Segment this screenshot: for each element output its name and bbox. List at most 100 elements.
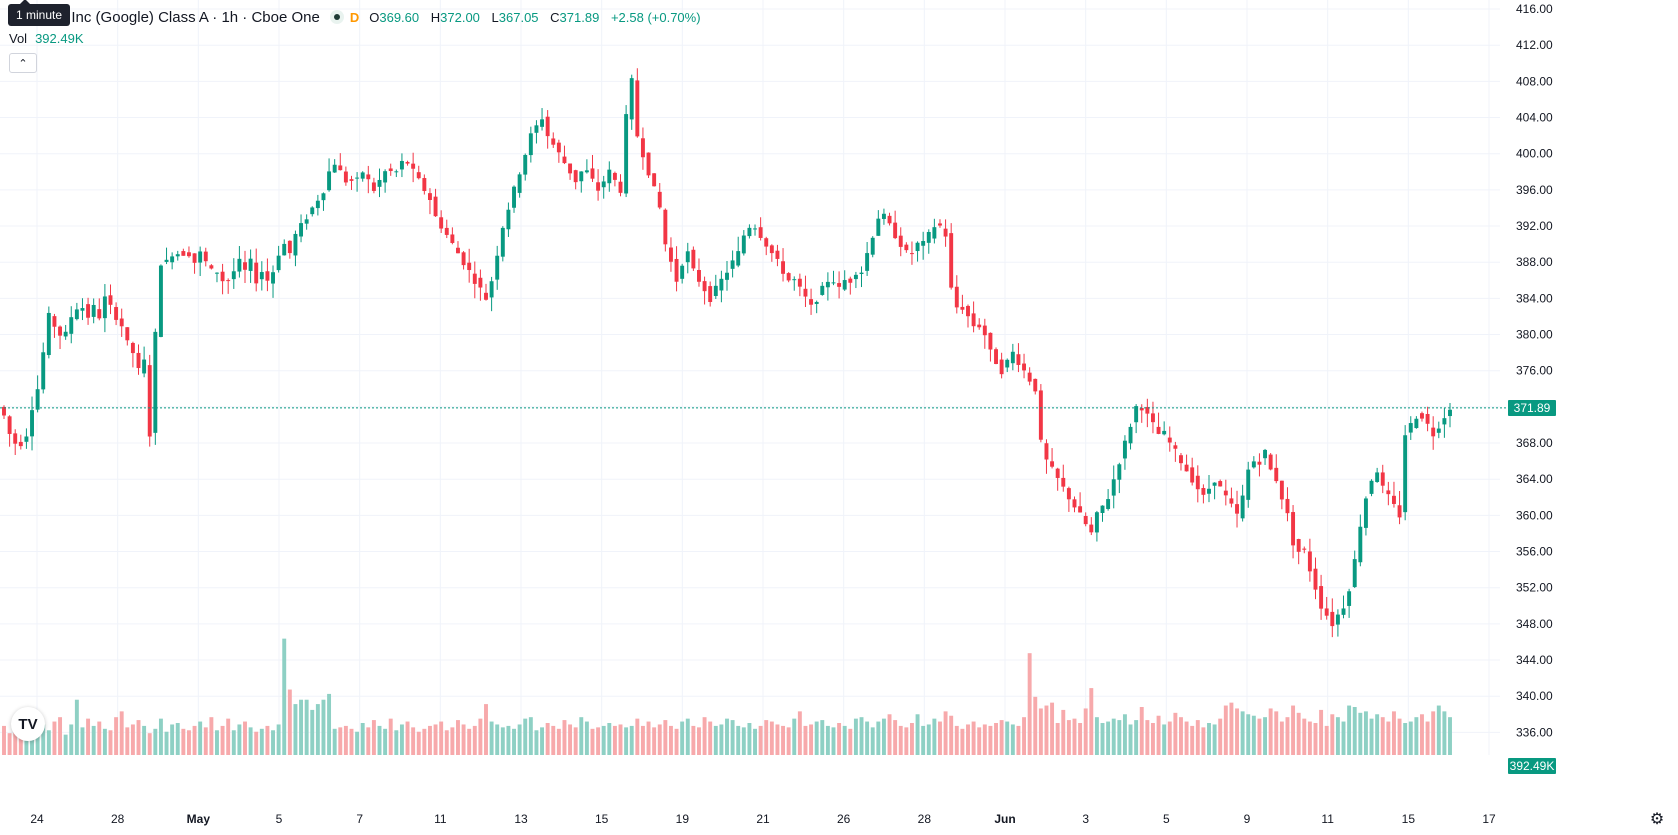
volume-bar xyxy=(119,711,124,755)
low-key: L xyxy=(491,9,499,25)
candle-body xyxy=(966,305,970,317)
candle-body xyxy=(91,304,96,317)
volume-bar xyxy=(657,724,662,755)
volume-bar xyxy=(35,728,40,755)
volume-bar xyxy=(668,725,673,755)
candle-body xyxy=(1420,413,1424,419)
candle-body xyxy=(181,251,186,256)
candle-body xyxy=(988,332,993,350)
volume-bar xyxy=(590,728,595,755)
candle-body xyxy=(1156,426,1161,434)
volume-bar xyxy=(646,721,651,755)
time-tick-label: 19 xyxy=(676,812,690,826)
collapse-legend-button[interactable]: ⌃ xyxy=(9,53,37,73)
candle-body xyxy=(500,227,505,257)
volume-bar xyxy=(820,720,825,755)
volume-bar xyxy=(540,727,545,755)
candle-body xyxy=(1414,418,1419,429)
volume-bar xyxy=(842,725,847,755)
volume-bar xyxy=(478,718,483,755)
volume-bar xyxy=(601,725,606,755)
volume-bar xyxy=(52,721,57,755)
candle-body xyxy=(24,436,29,442)
candle-body xyxy=(2,406,6,416)
volume-bar xyxy=(1246,714,1251,755)
volume-bar xyxy=(215,730,219,755)
volume-bar xyxy=(158,718,163,755)
volume-bar xyxy=(276,724,281,755)
volume-bar xyxy=(439,721,444,755)
volume-bar xyxy=(713,725,718,755)
volume-bar xyxy=(1027,653,1032,755)
candle-body xyxy=(1038,390,1043,440)
volume-bar xyxy=(411,727,416,755)
volume-bar xyxy=(422,728,427,755)
candle-body xyxy=(870,237,875,255)
volume-bar xyxy=(943,711,948,755)
volume-bar xyxy=(1391,711,1396,755)
candle-body xyxy=(691,249,696,269)
volume-bar xyxy=(304,699,309,755)
candle-body xyxy=(259,272,264,280)
volume-bar xyxy=(999,720,1004,755)
candle-body xyxy=(640,138,645,158)
volume-bar xyxy=(517,724,522,755)
volume-bar xyxy=(607,723,612,755)
candle-body xyxy=(327,171,332,191)
candle-body xyxy=(271,272,275,284)
volume-bar xyxy=(1117,720,1122,755)
volume-bar xyxy=(584,721,589,755)
volume-bar xyxy=(198,721,203,755)
candle-body xyxy=(484,292,488,300)
volume-bar xyxy=(730,720,735,755)
volume-bar xyxy=(1089,688,1094,755)
volume-bar xyxy=(635,718,640,755)
volume-bar xyxy=(231,730,236,755)
volume-bar xyxy=(949,715,954,755)
price-tick-label: 380.00 xyxy=(1516,328,1553,342)
volume-bar xyxy=(1190,725,1195,755)
volume-bar xyxy=(1274,711,1279,755)
symbol-title[interactable]: Alphabet Inc (Google) Class A · 1h · Cbo… xyxy=(8,8,320,26)
symbol-legend: Alphabet Inc (Google) Class A · 1h · Cbo… xyxy=(8,6,701,28)
volume-bar xyxy=(332,728,337,755)
candle-body xyxy=(865,253,870,271)
data-flag-badge[interactable]: D xyxy=(349,9,360,25)
candle-body xyxy=(938,223,942,226)
volume-bar xyxy=(1072,718,1077,755)
candle-body xyxy=(125,327,130,341)
candle-body xyxy=(1117,464,1122,480)
candle-body xyxy=(478,277,483,288)
volume-bar xyxy=(926,724,931,755)
volume-bar xyxy=(652,727,657,755)
candle-body xyxy=(1122,440,1127,459)
last-volume-label: 392.49K xyxy=(1508,758,1556,774)
volume-bar xyxy=(534,730,539,755)
price-tick-label: 392.00 xyxy=(1516,219,1553,233)
volume-bar xyxy=(1341,721,1346,755)
volume-bar xyxy=(69,724,74,755)
candle-body xyxy=(349,179,354,181)
volume-label[interactable]: Vol xyxy=(9,31,28,46)
candle-body xyxy=(1313,568,1318,590)
candle-body xyxy=(1363,498,1368,528)
candle-body xyxy=(416,172,421,179)
volume-bar xyxy=(506,725,511,755)
candle-body xyxy=(848,278,853,283)
volume-bar xyxy=(1380,717,1385,755)
candle-body xyxy=(394,171,399,173)
high-value: 372.00 xyxy=(440,9,480,25)
volume-bar xyxy=(114,717,119,755)
candle-body xyxy=(1279,480,1284,500)
volume-bar xyxy=(181,728,186,755)
tradingview-logo-icon[interactable]: TV xyxy=(11,707,45,741)
candle-body xyxy=(719,278,724,291)
volume-bar xyxy=(1257,718,1262,755)
volume-bar xyxy=(416,731,421,755)
gear-icon[interactable]: ⚙ xyxy=(1649,811,1665,828)
volume-bar xyxy=(1375,714,1380,755)
candle-body xyxy=(809,299,814,305)
open-value: 369.60 xyxy=(379,9,420,25)
market-status-icon[interactable] xyxy=(329,10,344,24)
